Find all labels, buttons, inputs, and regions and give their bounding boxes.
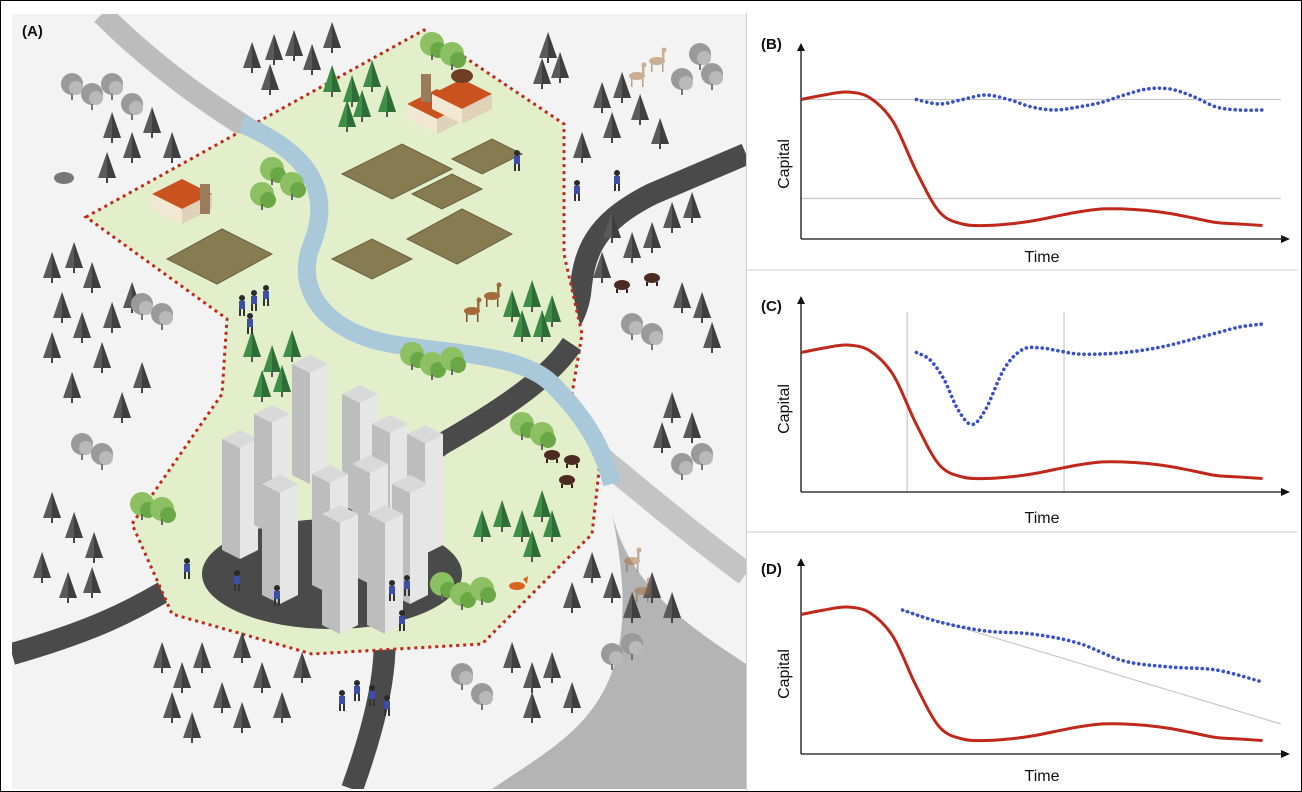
- x-axis-arrow: [1281, 235, 1290, 243]
- resilience-graphs: (B) Capital Time (C) Capital Time (D) Ca…: [747, 36, 1297, 785]
- panel-b: (B) Capital Time: [761, 36, 1290, 266]
- panel-b-label: (B): [761, 36, 782, 53]
- fox-icon: [509, 576, 528, 590]
- y-axis-arrow: [797, 296, 805, 304]
- panel-c: (C) Capital Time: [761, 296, 1290, 527]
- farm-icon: [152, 74, 524, 285]
- x-axis-label: Time: [1025, 510, 1060, 527]
- y-axis-arrow: [797, 43, 805, 51]
- bear-icon: [54, 69, 473, 184]
- panel-a-label: (A): [22, 23, 43, 40]
- reference-line: [902, 609, 1282, 725]
- y-axis-label: Capital: [776, 649, 793, 699]
- resilient-trajectory-line: [914, 322, 1265, 427]
- divider: [746, 13, 747, 791]
- panel-d: (D) Capital Time: [761, 558, 1290, 785]
- panel-c-label: (C): [761, 298, 782, 315]
- x-axis-arrow: [1281, 750, 1290, 758]
- x-axis-label: Time: [1025, 768, 1060, 785]
- river-icon: [238, 115, 621, 487]
- y-axis-label: Capital: [776, 384, 793, 434]
- y-axis-label: Capital: [776, 139, 793, 189]
- collapse-trajectory-line: [800, 90, 1263, 228]
- resilient-trajectory-line: [914, 86, 1265, 113]
- collapse-trajectory-line: [800, 343, 1263, 481]
- x-axis-label: Time: [1025, 249, 1060, 266]
- y-axis-arrow: [797, 558, 805, 566]
- resilient-trajectory-line: [900, 608, 1265, 684]
- panel-d-label: (D): [761, 561, 782, 578]
- collapse-trajectory-line: [800, 605, 1263, 743]
- landscape-illustration: (A): [12, 14, 746, 789]
- x-axis-arrow: [1281, 488, 1290, 496]
